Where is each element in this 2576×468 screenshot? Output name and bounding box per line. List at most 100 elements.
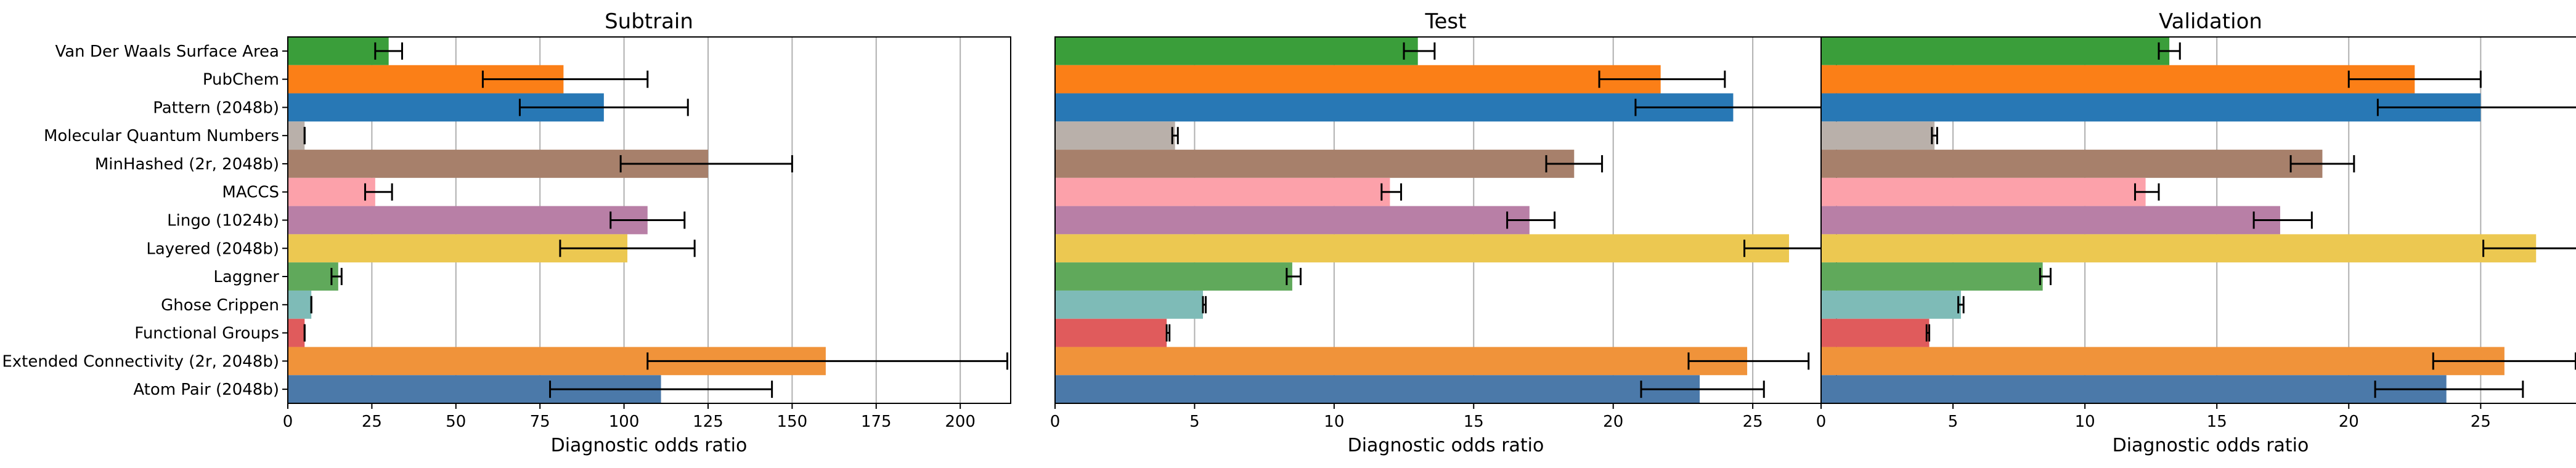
bar (1055, 347, 1748, 376)
x-ticks: 0 25 50 75 100 125 150 175 200 (283, 403, 976, 431)
bar (288, 206, 648, 235)
bar (1821, 65, 2415, 94)
y-tick-label: MinHashed (2r, 2048b) (95, 155, 279, 174)
error-bar (2374, 381, 2524, 398)
x-axis-label: Diagnostic odds ratio (2113, 435, 2309, 456)
error-bar (1165, 324, 1171, 342)
y-tick-label: Ghose Crippen (161, 296, 279, 315)
error-bar (2482, 240, 2576, 257)
chart-title: Validation (2159, 9, 2262, 34)
error-bar (646, 352, 1009, 370)
x-tick-label: 200 (945, 413, 976, 431)
bar (1055, 121, 1175, 150)
error-bar (374, 42, 403, 60)
bar (288, 177, 375, 206)
x-tick-label: 25 (362, 413, 382, 431)
error-bar (518, 99, 689, 116)
error-bar (2432, 352, 2576, 370)
panel-validation: Validation Diagnostic odds ratio 0 5 10 15 2… (1816, 9, 2576, 456)
x-tick-label: 175 (861, 413, 892, 431)
x-tick-label: 25 (1743, 413, 1763, 431)
x-axis-label: Diagnostic odds ratio (1348, 435, 1544, 456)
bar (1055, 318, 1167, 347)
error-bar (559, 240, 696, 257)
error-bar (1380, 183, 1403, 201)
y-tick-label: Van Der Waals Surface Area (55, 42, 279, 61)
x-tick-label: 100 (609, 413, 640, 431)
error-bar (2347, 70, 2482, 88)
bar (288, 262, 338, 291)
y-tick-label: Extended Connectivity (2r, 2048b) (2, 352, 279, 371)
plot-frame (1820, 36, 2576, 404)
error-bar (1957, 296, 1965, 313)
error-bar (1202, 296, 1207, 313)
y-tick-label: Atom Pair (2048b) (133, 381, 279, 399)
error-bar (330, 268, 343, 286)
x-tick-label: 20 (1603, 413, 1623, 431)
bar (1821, 318, 1930, 347)
error-bar (1403, 42, 1436, 60)
error-bar (1286, 268, 1302, 286)
error-bar (2158, 42, 2181, 60)
bar (1821, 262, 2043, 291)
x-axis-label: Diagnostic odds ratio (551, 435, 748, 456)
panel-test: Test Diagnostic odds ratio 0 5 10 15 20 25 (1050, 9, 1838, 456)
bar (1821, 206, 2280, 235)
error-bar (1687, 352, 1810, 370)
x-tick-label: 15 (1464, 413, 1484, 431)
bar (288, 121, 305, 150)
error-bar (2289, 155, 2355, 172)
bar (1821, 150, 2323, 178)
bar (288, 37, 389, 65)
bars (1821, 37, 2537, 403)
bar (288, 318, 305, 347)
y-tick-label: Layered (2048b) (146, 240, 279, 258)
x-tick-label: 0 (1050, 413, 1061, 431)
bar (1055, 290, 1204, 319)
bar (1821, 375, 2447, 403)
error-bar (2252, 211, 2313, 229)
bar (1055, 375, 1700, 403)
y-tick-label: MACCS (222, 184, 279, 202)
error-bar (2134, 183, 2160, 201)
bar (1055, 150, 1575, 178)
bar (288, 290, 312, 319)
error-bars (1925, 42, 2576, 398)
y-tick-label: Molecular Quantum Numbers (44, 127, 279, 145)
error-bar (1545, 155, 1604, 172)
x-tick-label: 10 (2075, 413, 2095, 431)
panel-subtrain: Subtrain Diagnostic odds ratio 0 25 50 75 10… (2, 9, 1011, 456)
error-bar (619, 155, 793, 172)
error-bar (364, 183, 393, 201)
error-bar (1506, 211, 1556, 229)
error-bar (481, 70, 649, 88)
y-tick-label: Functional Groups (134, 325, 279, 343)
y-tick-label: Lingo (1024b) (167, 212, 279, 230)
bar (1821, 347, 2505, 376)
x-tick-label: 10 (1324, 413, 1344, 431)
y-tick-label: Laggner (213, 268, 279, 286)
y-tick-label: Pattern (2048b) (153, 99, 279, 117)
error-bar (2376, 99, 2576, 116)
bar (1821, 37, 2170, 65)
x-tick-label: 25 (2471, 413, 2491, 431)
bars (288, 37, 826, 403)
error-bar (1931, 127, 1938, 145)
y-tick-label: PubChem (203, 71, 279, 89)
error-bar (1598, 70, 1726, 88)
bar (1055, 234, 1790, 263)
x-ticks: 0 5 10 15 20 25 (1816, 403, 2491, 431)
bar (1055, 65, 1661, 94)
x-tick-label: 75 (530, 413, 550, 431)
x-tick-label: 50 (446, 413, 466, 431)
error-bar (1640, 381, 1765, 398)
y-ticks: Van Der Waals Surface Area PubChem Pattern… (2, 42, 288, 399)
x-tick-label: 150 (777, 413, 808, 431)
bars (1055, 37, 1790, 403)
x-tick-label: 0 (1816, 413, 1827, 431)
x-tick-label: 0 (283, 413, 293, 431)
error-bar (1925, 324, 1931, 342)
bar (1821, 93, 2481, 122)
bar (1821, 290, 1961, 319)
